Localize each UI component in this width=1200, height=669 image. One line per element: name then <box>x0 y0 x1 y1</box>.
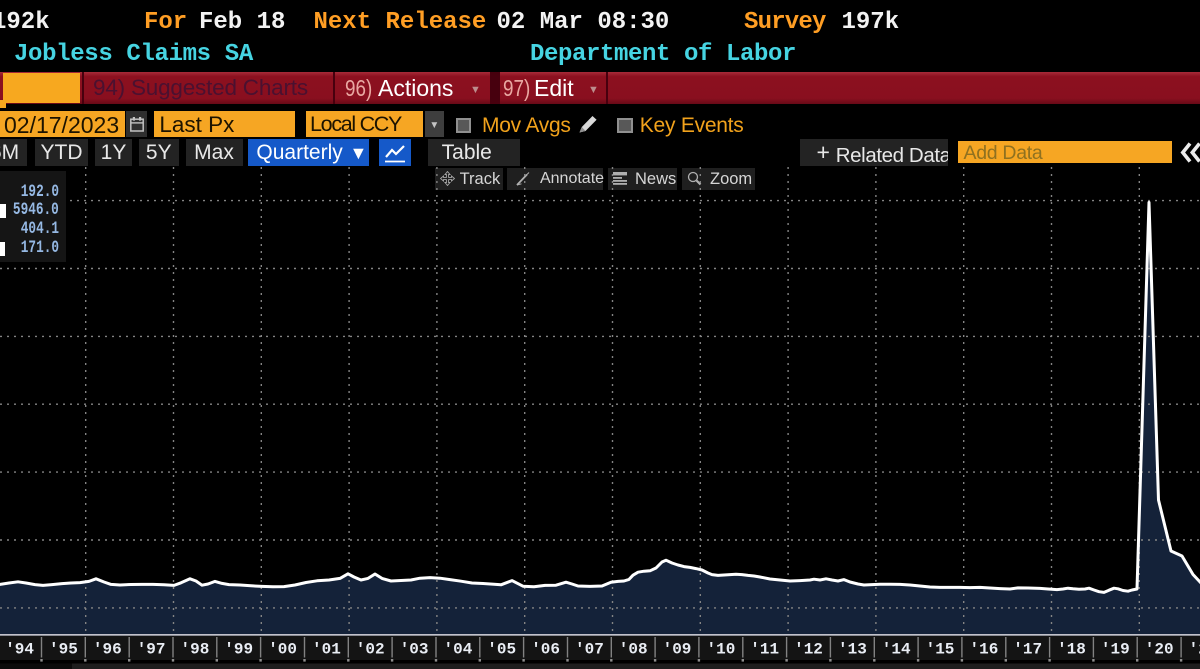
svg-text:'03: '03 <box>400 641 429 659</box>
svg-text:'94: '94 <box>5 641 34 659</box>
svg-text:'12: '12 <box>794 641 823 659</box>
svg-text:'09: '09 <box>663 641 692 659</box>
svg-text:'13: '13 <box>838 641 867 659</box>
svg-text:'15: '15 <box>926 641 955 659</box>
svg-text:'21: '21 <box>1189 641 1200 659</box>
svg-text:'16: '16 <box>969 641 998 659</box>
svg-text:'19: '19 <box>1101 641 1130 659</box>
svg-text:'00: '00 <box>268 641 297 659</box>
svg-text:'10: '10 <box>706 641 735 659</box>
svg-text:'18: '18 <box>1057 641 1086 659</box>
svg-text:'17: '17 <box>1013 641 1042 659</box>
svg-text:'06: '06 <box>531 641 560 659</box>
svg-text:'11: '11 <box>750 641 779 659</box>
svg-text:'01: '01 <box>312 641 341 659</box>
svg-text:'14: '14 <box>882 641 911 659</box>
svg-text:'20: '20 <box>1145 641 1174 659</box>
svg-text:'08: '08 <box>619 641 648 659</box>
svg-text:'97: '97 <box>137 641 166 659</box>
svg-text:'95: '95 <box>49 641 78 659</box>
svg-text:'98: '98 <box>180 641 209 659</box>
svg-text:'04: '04 <box>443 641 472 659</box>
svg-text:'02: '02 <box>356 641 385 659</box>
svg-text:'96: '96 <box>93 641 122 659</box>
svg-text:'05: '05 <box>487 641 516 659</box>
svg-text:'99: '99 <box>224 641 253 659</box>
svg-text:'07: '07 <box>575 641 604 659</box>
